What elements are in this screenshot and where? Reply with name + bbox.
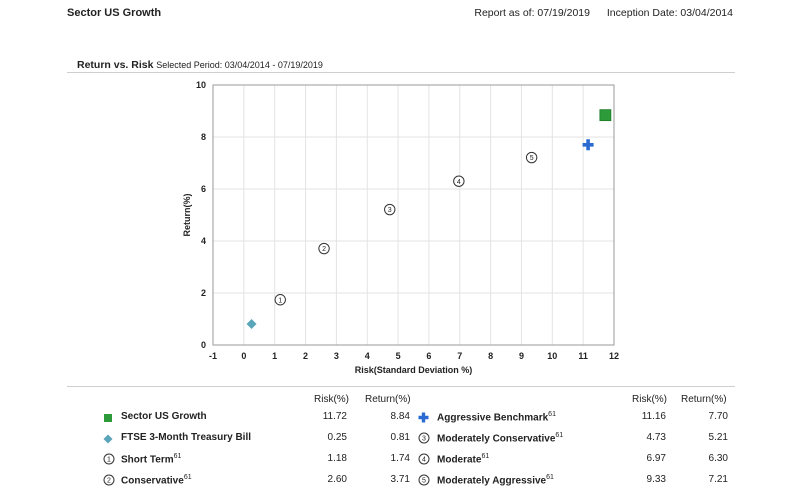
y-tick-label: 0 [201, 340, 206, 350]
data-point-label: 2 [322, 246, 326, 253]
plot-frame [212, 84, 615, 346]
x-tick-label: -1 [209, 351, 217, 361]
report-meta: Report as of: 07/19/2019 Inception Date:… [460, 7, 733, 19]
fund-name: Sector US Growth [67, 7, 162, 19]
data-point-square [599, 109, 612, 122]
y-tick-label: 2 [201, 288, 206, 298]
x-tick-label: 7 [457, 351, 462, 361]
data-point-plus [582, 139, 594, 151]
x-tick-label: 4 [365, 351, 370, 361]
data-point-label: 5 [530, 155, 534, 162]
y-axis-label: Return(%) [182, 194, 192, 237]
y-tick-label: 4 [201, 236, 206, 246]
x-tick-label: 8 [488, 351, 493, 361]
x-tick-label: 10 [547, 351, 557, 361]
data-point-label: 4 [457, 179, 461, 186]
x-tick-label: 9 [519, 351, 524, 361]
data-point-circle [318, 242, 330, 255]
report-date: Report as of: 07/19/2019 [474, 7, 590, 19]
section-header: Return vs. Risk Selected Period: 03/04/2… [77, 59, 323, 71]
inception-date: Inception Date: 03/04/2014 [606, 7, 733, 19]
x-tick-label: 6 [426, 351, 431, 361]
data-point-circle [274, 294, 286, 306]
data-point-label: 1 [278, 297, 282, 304]
x-tick-label: 0 [241, 351, 246, 361]
x-tick-label: 5 [396, 351, 401, 361]
y-tick-label: 10 [196, 80, 206, 90]
section-title: Return vs. Risk [77, 59, 154, 71]
data-point-label: 3 [388, 207, 392, 214]
x-tick-label: 1 [272, 351, 277, 361]
data-point-circle [453, 175, 465, 187]
data-point-circle [384, 203, 396, 216]
divider [67, 72, 735, 73]
y-tick-label: 8 [201, 132, 206, 142]
selected-period: Selected Period: 03/04/2014 - 07/19/2019 [156, 60, 323, 70]
y-tick-label: 6 [201, 184, 206, 194]
divider [67, 386, 735, 387]
x-tick-label: 2 [303, 351, 308, 361]
x-axis-label: Risk(Standard Deviation %) [355, 365, 473, 375]
x-tick-label: 11 [578, 351, 588, 361]
x-tick-label: 12 [609, 351, 619, 361]
data-point-diamond [246, 318, 257, 329]
x-tick-label: 3 [334, 351, 339, 361]
data-point-circle [525, 151, 538, 164]
